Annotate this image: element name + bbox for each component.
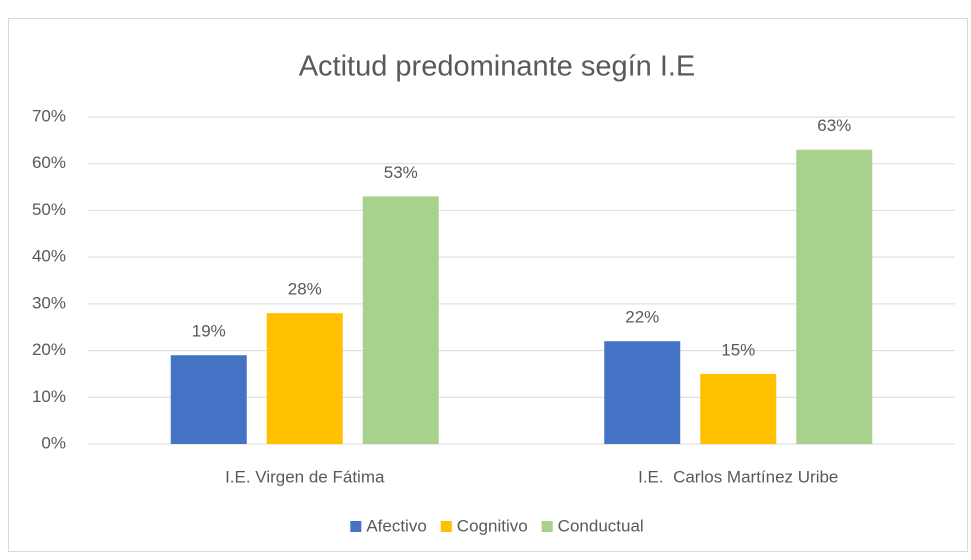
data-label: 53% xyxy=(384,163,418,182)
legend-label: Cognitivo xyxy=(457,516,528,535)
data-label: 63% xyxy=(817,116,851,135)
y-tick-label: 40% xyxy=(32,247,66,266)
y-tick-label: 30% xyxy=(32,293,66,312)
y-tick-label: 10% xyxy=(32,387,66,406)
legend-swatch xyxy=(350,521,362,532)
y-tick-label: 50% xyxy=(32,200,66,219)
y-tick-label: 60% xyxy=(32,153,66,172)
bar xyxy=(796,149,873,444)
data-label: 28% xyxy=(288,280,322,299)
y-tick-label: 20% xyxy=(32,340,66,359)
bar xyxy=(170,355,247,444)
legend-label: Conductual xyxy=(558,516,644,535)
x-tick-label: I.E. Virgen de Fátima xyxy=(225,467,385,486)
bar xyxy=(362,196,439,444)
data-label: 22% xyxy=(625,308,659,327)
y-tick-label: 70% xyxy=(32,106,66,125)
bar xyxy=(266,313,343,444)
bar xyxy=(604,341,681,444)
legend-swatch xyxy=(440,521,452,532)
y-tick-label: 0% xyxy=(41,433,66,452)
legend-label: Afectivo xyxy=(366,516,426,535)
bar xyxy=(700,373,777,444)
legend-swatch xyxy=(541,521,553,532)
data-label: 19% xyxy=(192,322,226,341)
x-tick-label: I.E. Carlos Martínez Uribe xyxy=(638,467,838,486)
chart-title: Actitud predominante segín I.E xyxy=(299,51,696,83)
data-label: 15% xyxy=(721,340,755,359)
